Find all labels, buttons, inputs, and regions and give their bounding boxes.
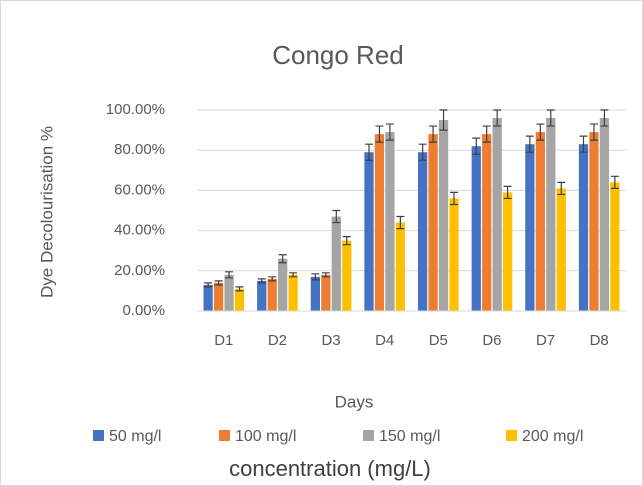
error-bar	[214, 280, 223, 286]
error-bar	[235, 286, 244, 292]
bar	[556, 188, 566, 311]
error-bar	[579, 135, 588, 153]
bar	[310, 276, 321, 311]
x-tick-label: D5	[429, 332, 448, 349]
bar	[257, 280, 267, 311]
bar	[449, 198, 459, 311]
x-tick-label: D2	[268, 332, 287, 349]
bar	[578, 144, 589, 311]
bar	[535, 132, 545, 311]
bar	[395, 222, 406, 311]
bar	[321, 274, 331, 311]
legend-swatch	[93, 430, 104, 441]
error-bar	[418, 143, 427, 161]
error-bar	[375, 125, 384, 143]
x-tick-label: D1	[214, 332, 233, 349]
error-bar	[342, 236, 351, 246]
error-bar	[321, 272, 330, 278]
error-bar	[225, 271, 234, 279]
legend-swatch	[219, 430, 230, 441]
bar	[385, 132, 395, 311]
y-tick-label: 20.00%	[114, 262, 165, 279]
bar	[278, 258, 288, 311]
x-tick-label: D6	[482, 332, 501, 349]
x-tick-label: D8	[590, 332, 609, 349]
error-bar	[365, 143, 374, 161]
bar	[482, 134, 492, 311]
error-bar	[332, 209, 341, 224]
x-tick-label: D3	[321, 332, 340, 349]
error-bar	[257, 278, 266, 284]
error-bar	[557, 181, 566, 196]
legend-label: 100 mg/l	[235, 428, 296, 445]
error-bar	[439, 109, 448, 131]
y-tick-label: 40.00%	[114, 222, 165, 239]
y-tick-label: 60.00%	[114, 181, 165, 198]
error-bar	[546, 109, 555, 127]
error-bar	[449, 191, 458, 206]
error-bar	[311, 273, 320, 281]
bar	[610, 182, 620, 311]
bar	[374, 134, 385, 311]
bar	[525, 144, 535, 311]
bar	[331, 216, 341, 311]
x-tick-label: D4	[375, 332, 394, 349]
error-bar	[610, 175, 619, 189]
bar	[267, 278, 277, 311]
error-bar	[268, 276, 277, 282]
error-bar	[493, 109, 502, 127]
bar	[364, 152, 374, 311]
x-tick-label: D7	[536, 332, 555, 349]
legend-swatch	[363, 430, 374, 441]
bar	[224, 274, 234, 311]
chart-title: Congo Red	[272, 40, 404, 70]
error-bar	[385, 123, 394, 141]
error-bar	[600, 109, 609, 127]
bar	[234, 288, 245, 311]
legend-title: concentration (mg/L)	[229, 456, 431, 481]
error-bar	[204, 282, 213, 288]
error-bar	[503, 185, 512, 200]
legend-swatch	[506, 430, 517, 441]
legend-label: 150 mg/l	[379, 428, 440, 445]
error-bar	[289, 272, 298, 278]
error-bar	[482, 125, 491, 143]
bar	[428, 134, 438, 311]
x-axis-label: Days	[335, 392, 374, 411]
error-bar	[396, 215, 405, 230]
y-tick-label: 100.00%	[106, 101, 165, 118]
bar	[502, 192, 513, 311]
bar	[203, 284, 213, 311]
legend-label: 50 mg/l	[109, 428, 161, 445]
bar	[417, 152, 428, 311]
bar	[288, 274, 298, 311]
bar	[213, 282, 224, 311]
bar	[438, 120, 449, 311]
error-bar	[536, 123, 545, 141]
bar	[589, 132, 599, 311]
error-bar	[589, 123, 598, 141]
error-bar	[278, 254, 287, 264]
error-bar	[429, 125, 438, 143]
bar	[342, 240, 352, 311]
error-bar	[472, 137, 481, 155]
legend-label: 200 mg/l	[522, 428, 583, 445]
bar	[471, 146, 481, 311]
y-axis-label: Dye Decolourisation %	[37, 126, 56, 298]
bar	[546, 118, 556, 311]
y-tick-label: 0.00%	[122, 302, 165, 319]
bar	[599, 118, 610, 311]
y-tick-label: 80.00%	[114, 141, 165, 158]
error-bar	[525, 135, 534, 153]
bar	[492, 118, 502, 311]
